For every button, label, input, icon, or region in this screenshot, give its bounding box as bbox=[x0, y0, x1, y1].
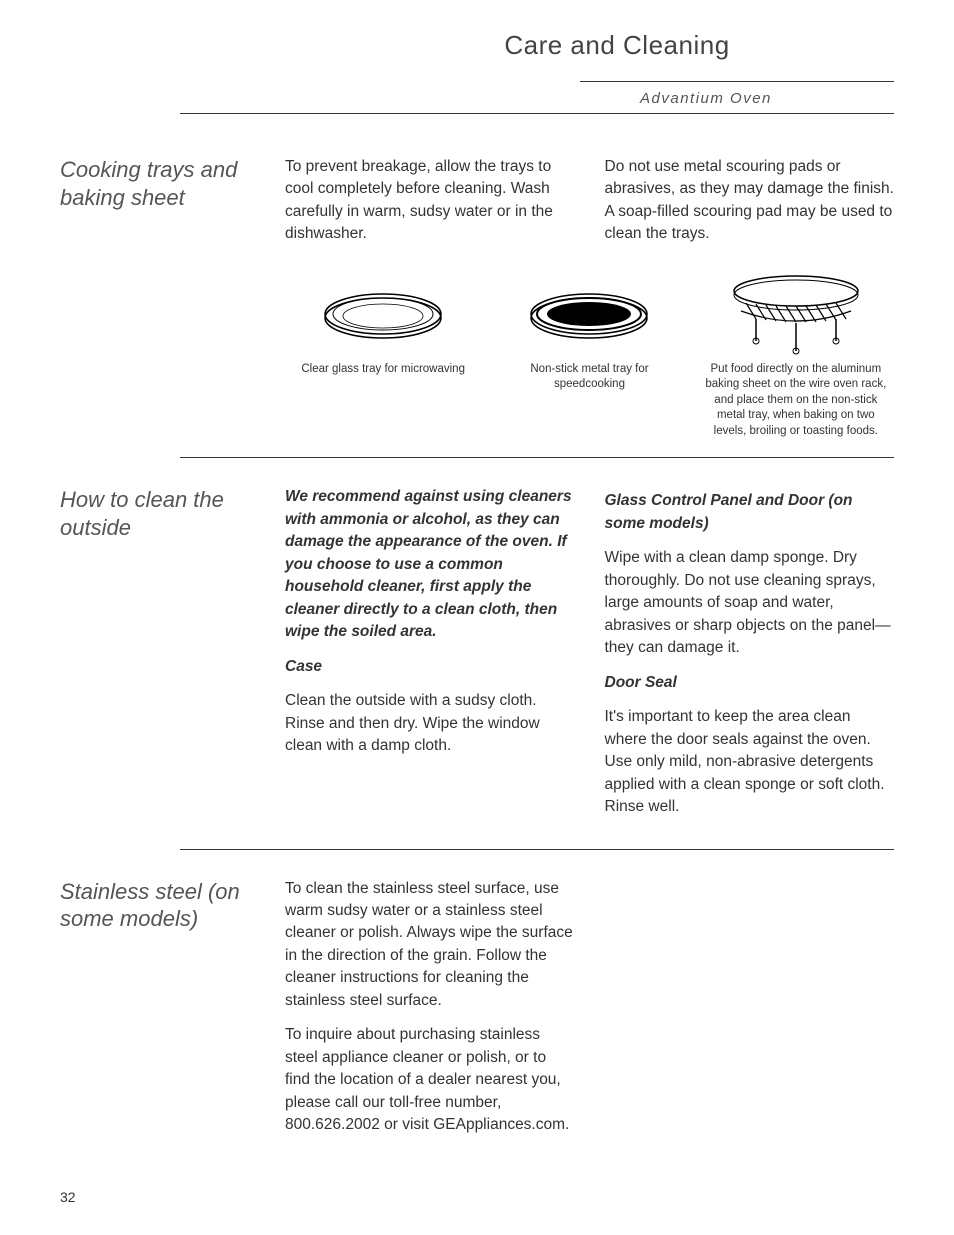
door-seal-heading: Door Seal bbox=[605, 672, 895, 694]
trays-text-2: Do not use metal scouring pads or abrasi… bbox=[605, 156, 895, 246]
stainless-p1: To clean the stainless steel surface, us… bbox=[285, 878, 575, 1013]
stainless-col1: To clean the stainless steel surface, us… bbox=[285, 878, 575, 1149]
section-rule-2 bbox=[180, 849, 894, 850]
product-subtitle: Advantium Oven bbox=[640, 90, 894, 107]
stainless-col2-empty bbox=[605, 878, 895, 1149]
aluminum-tray-caption: Put food directly on the aluminum baking… bbox=[698, 362, 894, 440]
section-outside: How to clean the outside We recommend ag… bbox=[60, 486, 894, 830]
section-rule-1 bbox=[180, 457, 894, 458]
nonstick-tray-caption: Non-stick metal tray for speedcooking bbox=[491, 362, 687, 393]
section-stainless: Stainless steel (on some models) To clea… bbox=[60, 878, 894, 1149]
glass-tray-caption: Clear glass tray for microwaving bbox=[285, 362, 481, 378]
top-rule bbox=[580, 81, 894, 82]
glass-tray-icon bbox=[318, 286, 448, 346]
case-heading: Case bbox=[285, 656, 575, 678]
header-rule bbox=[180, 113, 894, 114]
door-seal-text: It's important to keep the area clean wh… bbox=[605, 706, 895, 818]
trays-text-1: To prevent breakage, allow the trays to … bbox=[285, 156, 575, 246]
glass-panel-heading: Glass Control Panel and Door (on some mo… bbox=[605, 490, 895, 535]
tray-nonstick: Non-stick metal tray for speedcooking bbox=[491, 276, 687, 440]
tray-illustrations: Clear glass tray for microwaving Non-sti… bbox=[285, 276, 894, 440]
page-title: Care and Cleaning bbox=[340, 30, 894, 61]
tray-aluminum: Put food directly on the aluminum baking… bbox=[698, 276, 894, 440]
section-title-outside: How to clean the outside bbox=[60, 486, 285, 830]
page-number: 32 bbox=[60, 1189, 76, 1205]
outside-col2: Glass Control Panel and Door (on some mo… bbox=[605, 486, 895, 830]
section-trays: Cooking trays and baking sheet To preven… bbox=[60, 156, 894, 258]
outside-col1: We recommend against using cleaners with… bbox=[285, 486, 575, 830]
case-text: Clean the outside with a sudsy cloth. Ri… bbox=[285, 690, 575, 757]
section-title-stainless: Stainless steel (on some models) bbox=[60, 878, 285, 1149]
trays-col1: To prevent breakage, allow the trays to … bbox=[285, 156, 575, 258]
section-title-trays: Cooking trays and baking sheet bbox=[60, 156, 285, 258]
glass-panel-text: Wipe with a clean damp sponge. Dry thoro… bbox=[605, 547, 895, 659]
trays-col2: Do not use metal scouring pads or abrasi… bbox=[605, 156, 895, 258]
aluminum-tray-icon bbox=[721, 271, 871, 361]
tray-glass: Clear glass tray for microwaving bbox=[285, 276, 481, 440]
outside-warning: We recommend against using cleaners with… bbox=[285, 486, 575, 643]
stainless-p2: To inquire about purchasing stainless st… bbox=[285, 1024, 575, 1136]
nonstick-tray-icon bbox=[524, 286, 654, 346]
